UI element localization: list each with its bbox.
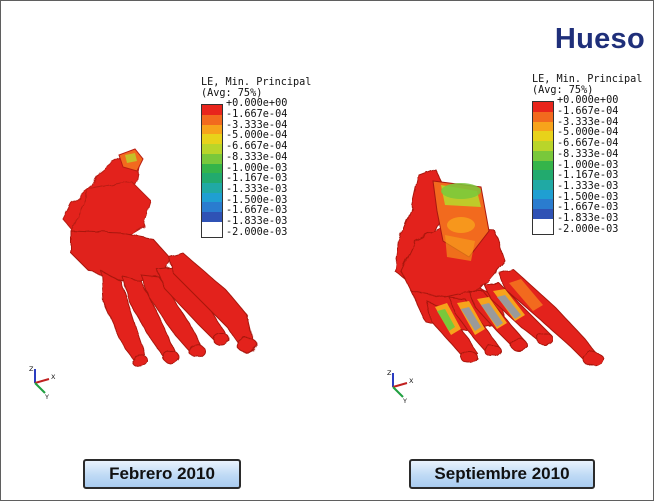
axis-z-label: Z bbox=[387, 369, 392, 377]
legend-value: -1.333e-03 bbox=[557, 180, 619, 192]
legend-value: -1.167e-03 bbox=[557, 170, 619, 182]
legend-value: -5.000e-04 bbox=[226, 130, 288, 142]
legend-value: -1.500e-03 bbox=[226, 194, 288, 206]
legend-swatch bbox=[202, 202, 222, 212]
legend-swatch bbox=[202, 163, 222, 174]
legend-title: LE, Min. Principal bbox=[201, 77, 312, 88]
axes-triad-icon: Z X Y bbox=[29, 365, 56, 399]
legend-value: -3.333e-04 bbox=[557, 116, 619, 128]
legend-value: -1.000e-03 bbox=[226, 162, 288, 174]
legend-swatch bbox=[533, 208, 553, 219]
legend-value: -1.167e-03 bbox=[226, 173, 288, 185]
legend-colorbar bbox=[201, 104, 223, 239]
legend-value: -1.833e-03 bbox=[226, 215, 288, 227]
legend-swatch bbox=[533, 150, 553, 161]
date-label-september: Septiembre 2010 bbox=[409, 459, 595, 489]
legend-value: -1.667e-04 bbox=[557, 106, 619, 118]
legend-swatch bbox=[202, 192, 222, 203]
legend-swatch bbox=[202, 124, 222, 135]
legend-swatch bbox=[533, 170, 553, 180]
legend-swatch bbox=[533, 121, 553, 132]
legend-swatch bbox=[533, 131, 553, 142]
legend-value: -8.333e-04 bbox=[557, 148, 619, 160]
legend-value: +0.000e+00 bbox=[226, 98, 288, 110]
legend-value: -1.667e-03 bbox=[557, 202, 619, 214]
legend-value: -1.333e-03 bbox=[226, 183, 288, 195]
legend-swatch bbox=[533, 102, 553, 113]
legend-value: -1.000e-03 bbox=[557, 159, 619, 171]
axis-x-label: X bbox=[409, 377, 414, 385]
legend-swatch bbox=[202, 105, 222, 116]
legend-swatch bbox=[533, 160, 553, 171]
legend-value: -1.667e-04 bbox=[226, 109, 288, 121]
legend-subtitle: (Avg: 75%) bbox=[532, 84, 594, 96]
strain-legend-right: LE, Min. Principal (Avg: 75%) +0.000e+00… bbox=[532, 74, 643, 236]
legend-swatch bbox=[533, 189, 553, 200]
legend-value: -2.000e-03 bbox=[226, 226, 288, 238]
axes-triad-icon: Z X Y bbox=[387, 369, 414, 403]
foot-model-february bbox=[62, 148, 258, 368]
legend-value: +0.000e+00 bbox=[557, 95, 619, 107]
legend-swatch bbox=[202, 134, 222, 145]
legend-value: -6.667e-04 bbox=[226, 141, 288, 153]
legend-title: LE, Min. Principal bbox=[532, 74, 643, 85]
axis-z-label: Z bbox=[29, 365, 34, 373]
legend-swatch bbox=[533, 141, 553, 151]
legend-value: -3.333e-04 bbox=[226, 119, 288, 131]
legend-swatch bbox=[202, 153, 222, 164]
legend-swatch bbox=[202, 211, 222, 222]
legend-swatch bbox=[202, 144, 222, 154]
axis-x-label: X bbox=[51, 373, 56, 381]
legend-swatch bbox=[533, 179, 553, 190]
legend-value: -1.667e-03 bbox=[226, 205, 288, 217]
legend-value: -2.000e-03 bbox=[557, 223, 619, 235]
legend-value: -5.000e-04 bbox=[557, 127, 619, 139]
legend-value: -1.833e-03 bbox=[557, 212, 619, 224]
legend-subtitle: (Avg: 75%) bbox=[201, 87, 263, 99]
slide-title: Hueso bbox=[554, 23, 645, 55]
axis-y-label: Y bbox=[44, 393, 49, 399]
foot-model-september bbox=[394, 168, 604, 367]
legend-swatch bbox=[202, 182, 222, 193]
legend-colorbar bbox=[532, 101, 554, 236]
strain-legend-left: LE, Min. Principal (Avg: 75%) +0.000e+00… bbox=[201, 77, 312, 239]
legend-value: -8.333e-04 bbox=[226, 151, 288, 163]
legend-swatch bbox=[202, 173, 222, 183]
legend-swatch bbox=[202, 115, 222, 125]
legend-value: -1.500e-03 bbox=[557, 191, 619, 203]
axis-y-label: Y bbox=[402, 397, 407, 403]
legend-value: -6.667e-04 bbox=[557, 138, 619, 150]
date-label-february: Febrero 2010 bbox=[83, 459, 241, 489]
legend-swatch bbox=[533, 112, 553, 122]
legend-swatch bbox=[533, 199, 553, 209]
